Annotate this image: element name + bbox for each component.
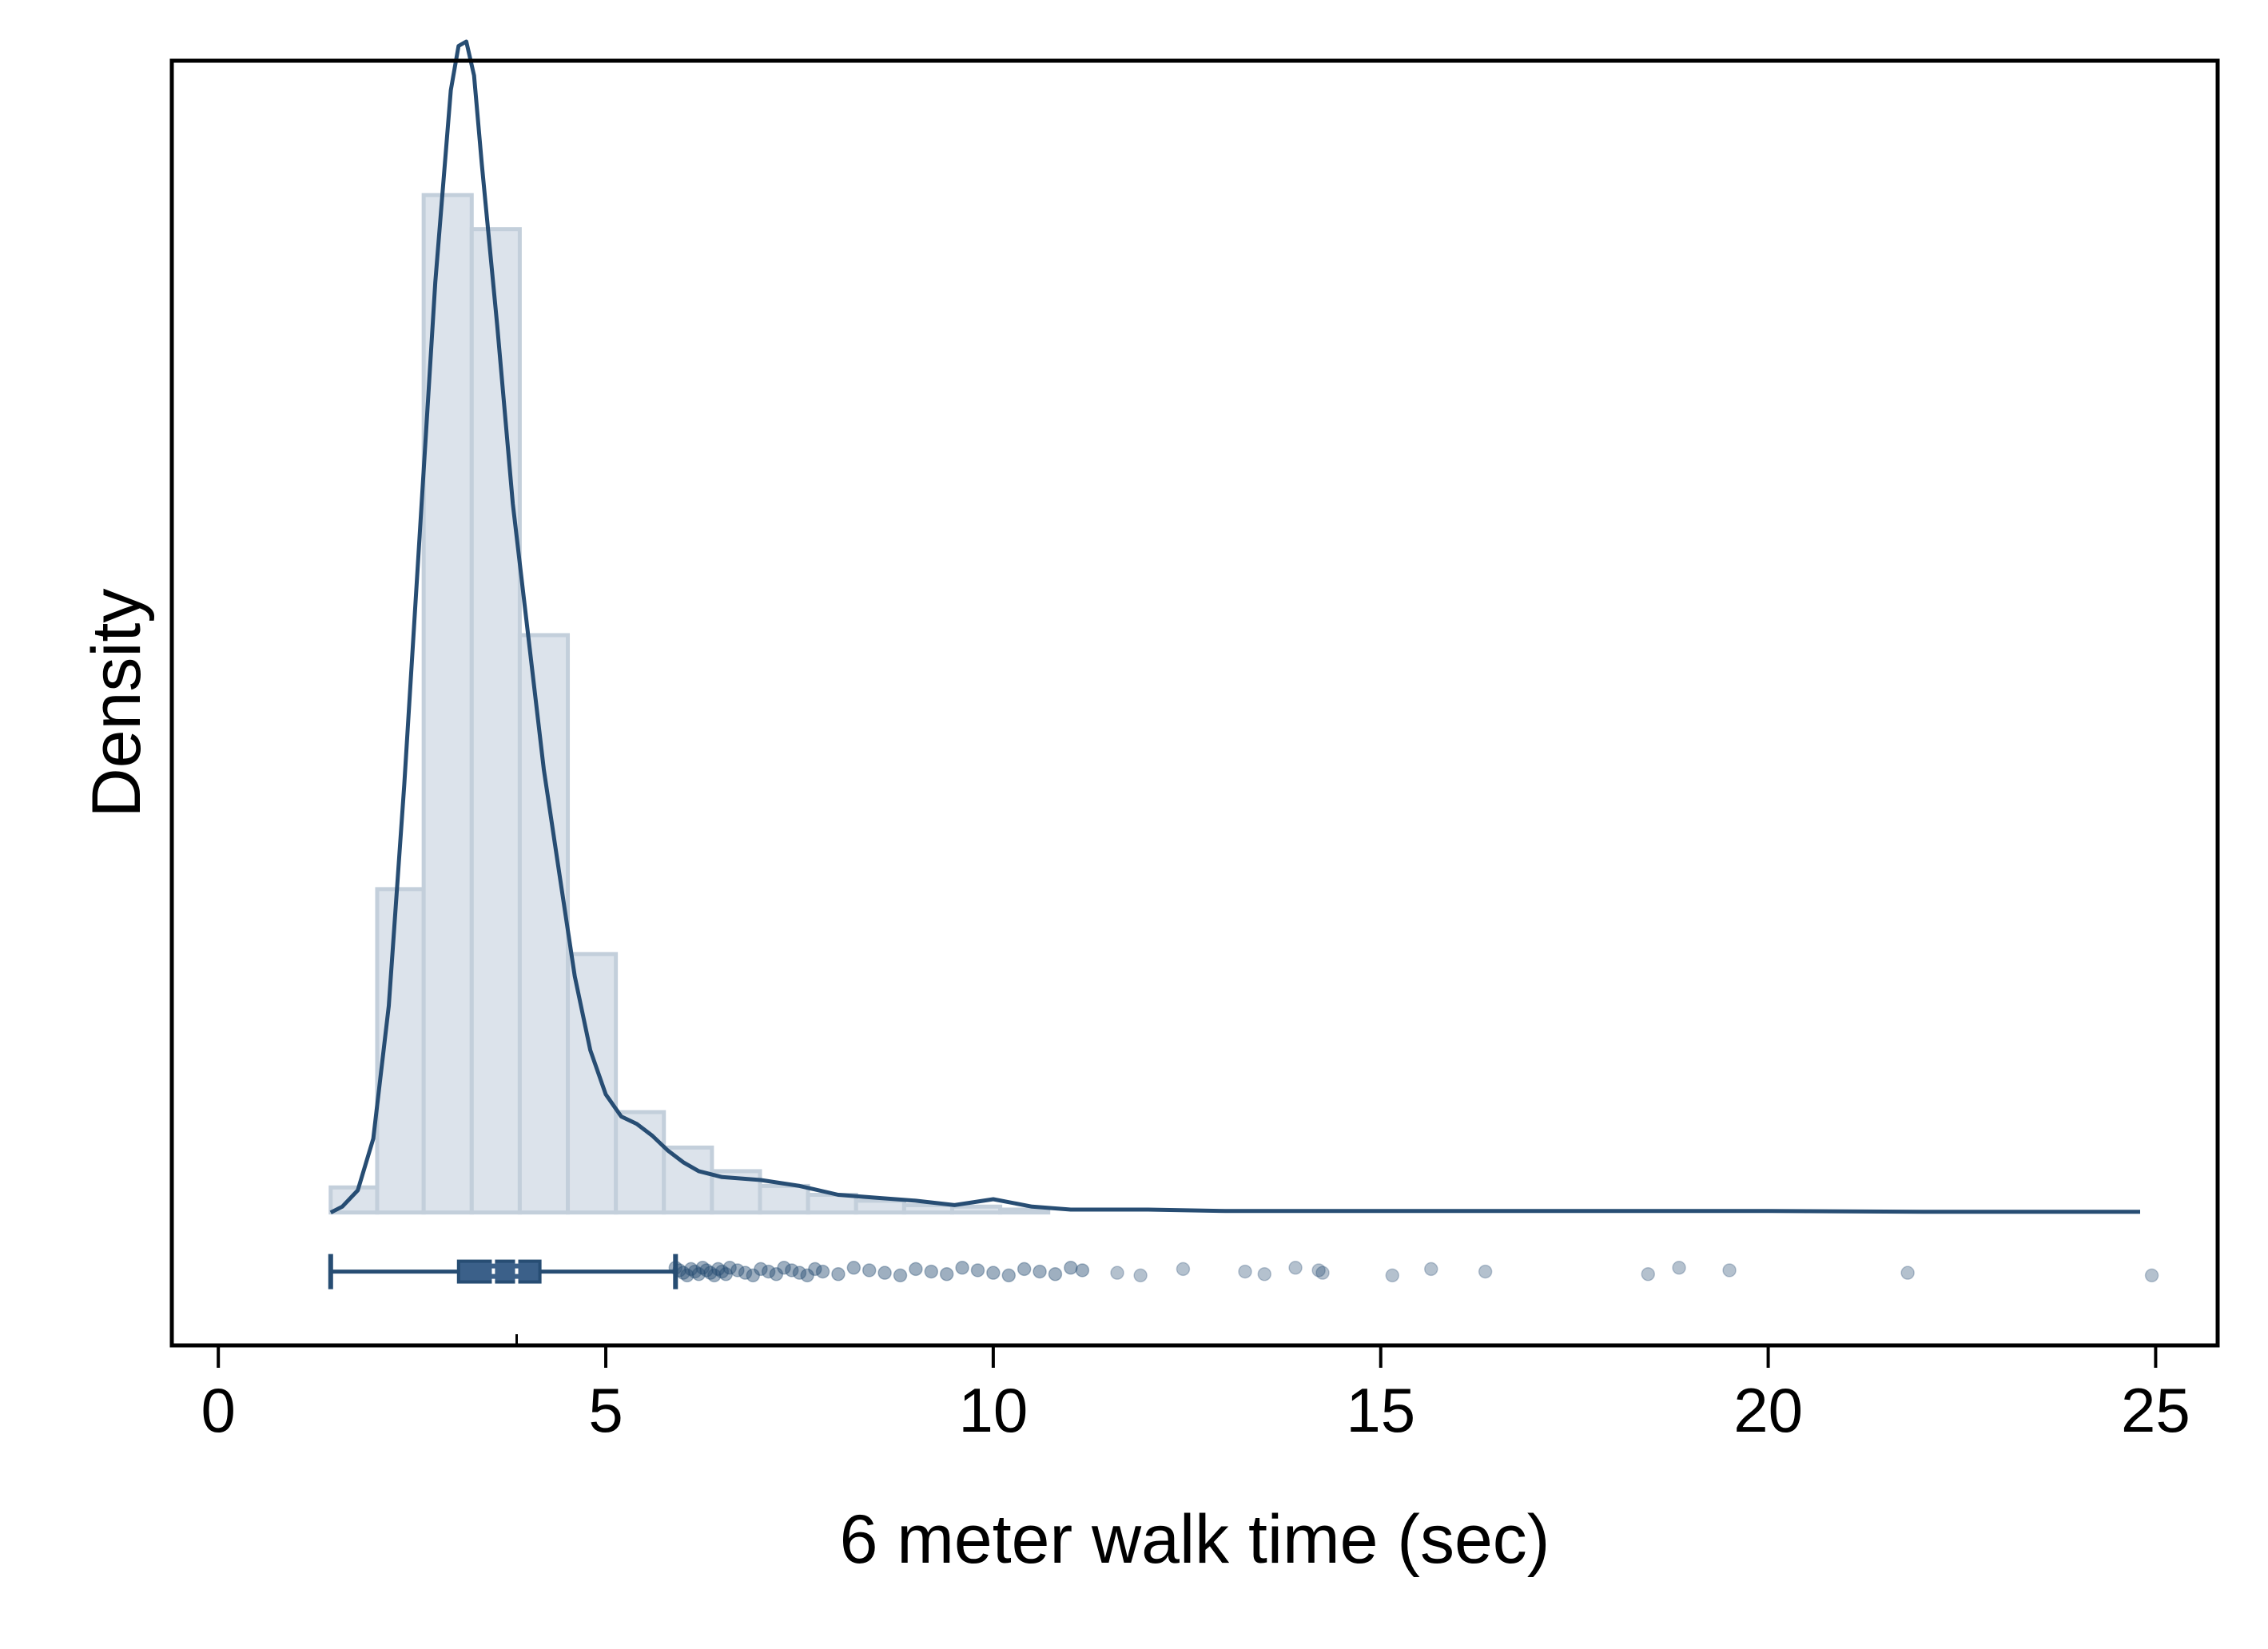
plot-frame	[169, 58, 2220, 1348]
y-axis-title: Density	[78, 589, 155, 818]
outlier-point-4	[683, 1262, 698, 1277]
x-tick-label-2: 10	[958, 1375, 1028, 1445]
outlier-point-12	[714, 1264, 730, 1279]
outlier-point-10	[707, 1268, 722, 1283]
outlier-point-20	[769, 1267, 784, 1281]
x-axis: 0 5 10 15 20 25	[201, 1334, 2190, 1445]
outlier-point-22	[785, 1263, 799, 1277]
x-tick-label-0: 0	[201, 1375, 235, 1445]
density-curve-layer	[329, 39, 2140, 1214]
outlier-point-50	[1311, 1263, 1326, 1277]
boxplot-layer	[328, 1254, 678, 1289]
outlier-point-39	[1017, 1262, 1032, 1277]
outlier-point-49	[1288, 1261, 1303, 1275]
outlier-point-3	[680, 1268, 694, 1283]
outlier-point-32	[909, 1262, 923, 1277]
histogram-bar-11	[853, 1198, 906, 1215]
outlier-point-35	[955, 1261, 969, 1275]
outlier-point-16	[738, 1266, 753, 1280]
outlier-point-26	[815, 1264, 830, 1279]
histogram-bar-9	[758, 1183, 810, 1215]
outlier-point-34	[939, 1267, 954, 1281]
histogram-bar-4	[517, 633, 571, 1215]
outlier-point-38	[1001, 1268, 1017, 1283]
outlier-point-47	[1238, 1264, 1252, 1279]
histogram-bar-5	[566, 952, 619, 1215]
outlier-point-41	[1048, 1267, 1063, 1281]
outlier-point-28	[846, 1261, 861, 1275]
outlier-point-59	[2144, 1268, 2159, 1283]
outlier-point-1	[672, 1263, 686, 1277]
outlier-point-19	[761, 1264, 776, 1279]
outlier-point-11	[710, 1262, 726, 1277]
outlier-point-53	[1424, 1262, 1438, 1277]
outlier-point-51	[1315, 1266, 1330, 1280]
outlier-point-15	[730, 1263, 745, 1277]
x-tick-label-3: 15	[1346, 1375, 1415, 1445]
x-tick-label-1: 5	[588, 1375, 623, 1445]
histogram-bar-13	[949, 1204, 1003, 1215]
outlier-point-0	[668, 1261, 683, 1275]
outlier-point-24	[800, 1268, 814, 1283]
outlier-point-17	[746, 1268, 761, 1283]
outlier-point-44	[1110, 1266, 1124, 1280]
histogram-bar-6	[614, 1110, 666, 1215]
outlier-point-55	[1641, 1267, 1656, 1281]
outlier-point-57	[1722, 1263, 1737, 1277]
histogram-bar-7	[662, 1145, 714, 1215]
outlier-point-31	[893, 1268, 908, 1283]
outlier-point-21	[777, 1261, 791, 1275]
outlier-point-7	[695, 1261, 710, 1275]
outlier-point-5	[687, 1264, 702, 1279]
outlier-point-48	[1257, 1267, 1272, 1281]
outlier-point-33	[924, 1264, 939, 1279]
outlier-point-42	[1064, 1261, 1078, 1275]
x-axis-title: 6 meter walk time (sec)	[840, 1501, 1550, 1578]
outlier-point-43	[1075, 1263, 1090, 1277]
histogram-bars	[328, 193, 1051, 1215]
histogram-bar-3	[469, 227, 522, 1215]
outlier-point-25	[808, 1262, 822, 1277]
x-tick-label-5: 25	[2121, 1375, 2190, 1445]
outlier-point-14	[722, 1261, 737, 1275]
outlier-point-29	[861, 1263, 877, 1277]
outlier-point-9	[703, 1266, 718, 1280]
density-curve	[329, 39, 2140, 1214]
outlier-point-56	[1672, 1261, 1686, 1275]
outlier-point-46	[1176, 1262, 1191, 1277]
outlier-point-52	[1385, 1268, 1400, 1283]
outlier-point-58	[1900, 1266, 1915, 1280]
outlier-point-18	[754, 1262, 768, 1277]
outlier-point-27	[831, 1267, 846, 1281]
outlier-point-8	[699, 1263, 714, 1277]
x-tick-label-4: 20	[1733, 1375, 1803, 1445]
outlier-point-45	[1133, 1268, 1148, 1283]
outlier-point-36	[970, 1263, 985, 1277]
histogram-bar-14	[998, 1207, 1051, 1215]
outlier-point-23	[792, 1266, 807, 1280]
outlier-point-13	[718, 1267, 734, 1281]
histogram-bar-12	[901, 1202, 954, 1215]
outlier-point-30	[877, 1266, 892, 1280]
outlier-point-37	[986, 1266, 1001, 1280]
outlier-point-2	[676, 1266, 690, 1280]
outlier-points	[668, 1261, 2159, 1283]
outlier-point-40	[1033, 1264, 1047, 1279]
boxplot-box	[456, 1259, 542, 1284]
outlier-point-54	[1478, 1264, 1493, 1279]
outlier-point-6	[691, 1267, 706, 1281]
